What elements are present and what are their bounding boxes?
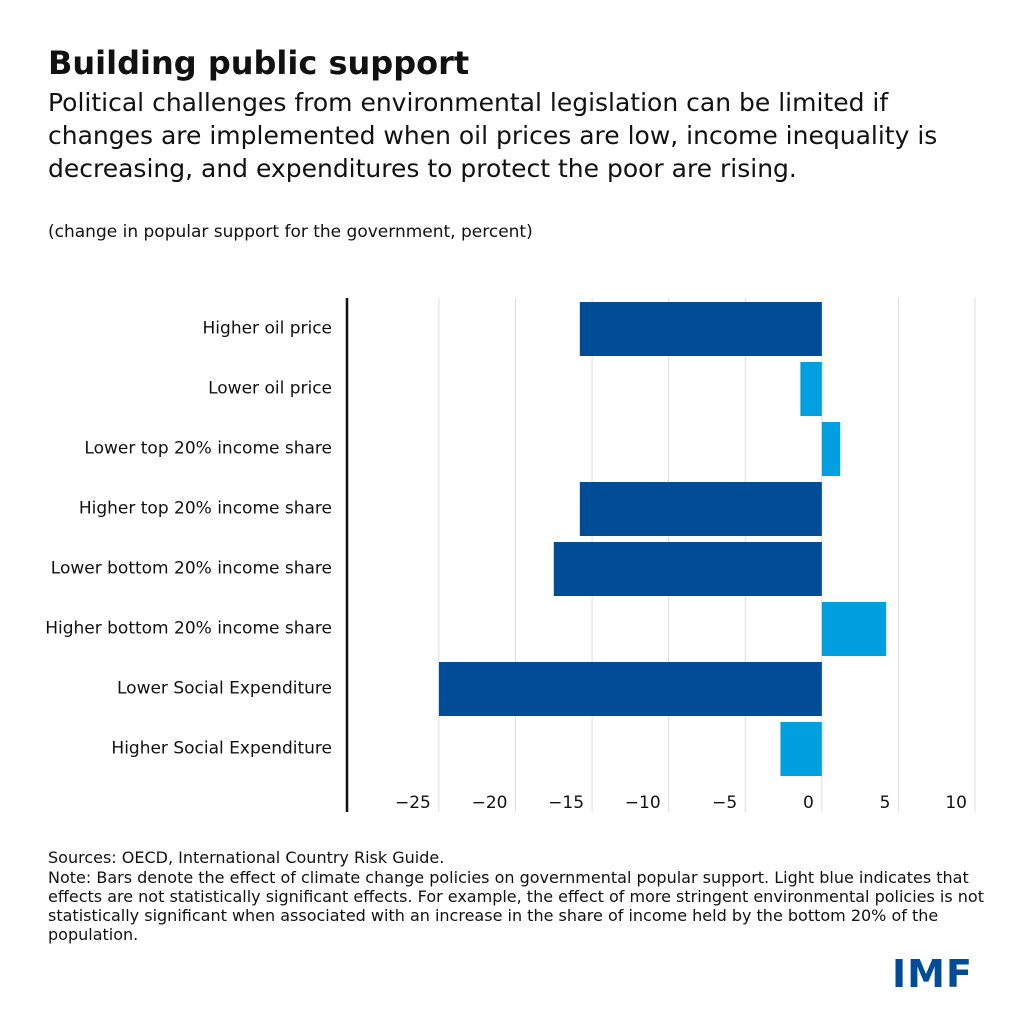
logo: IMF — [892, 952, 973, 996]
category-label: Lower bottom 20% income share — [50, 558, 332, 579]
x-tick-label: −25 — [395, 793, 431, 813]
bar — [553, 542, 822, 596]
bar — [821, 422, 841, 476]
category-label: Lower Social Expenditure — [117, 678, 332, 699]
category-label: Higher top 20% income share — [78, 498, 332, 519]
bar — [800, 362, 822, 416]
category-label: Lower top 20% income share — [84, 438, 332, 459]
chart-title: Building public support — [48, 44, 470, 82]
category-label: Higher bottom 20% income share — [45, 618, 332, 639]
bar — [579, 302, 822, 356]
category-label: Lower oil price — [208, 378, 332, 399]
category-label: Higher oil price — [202, 318, 332, 339]
bar — [438, 662, 822, 716]
x-tick-label: 10 — [945, 793, 967, 813]
bar — [579, 482, 822, 536]
bar — [780, 722, 822, 776]
x-tick-label: −15 — [548, 793, 584, 813]
chart-subtitle: Political challenges from environmental … — [48, 88, 938, 183]
bar — [821, 602, 887, 656]
x-tick-label: −20 — [472, 793, 508, 813]
x-tick-label: −5 — [712, 793, 737, 813]
category-label: Higher Social Expenditure — [111, 738, 332, 759]
sources: Sources: OECD, International Country Ris… — [48, 848, 445, 867]
x-tick-label: −10 — [625, 793, 661, 813]
unit-note: (change in popular support for the gover… — [48, 222, 533, 242]
x-tick-label: 0 — [803, 793, 814, 813]
x-tick-label: 5 — [880, 793, 891, 813]
note: Note: Bars denote the effect of climate … — [48, 868, 984, 944]
